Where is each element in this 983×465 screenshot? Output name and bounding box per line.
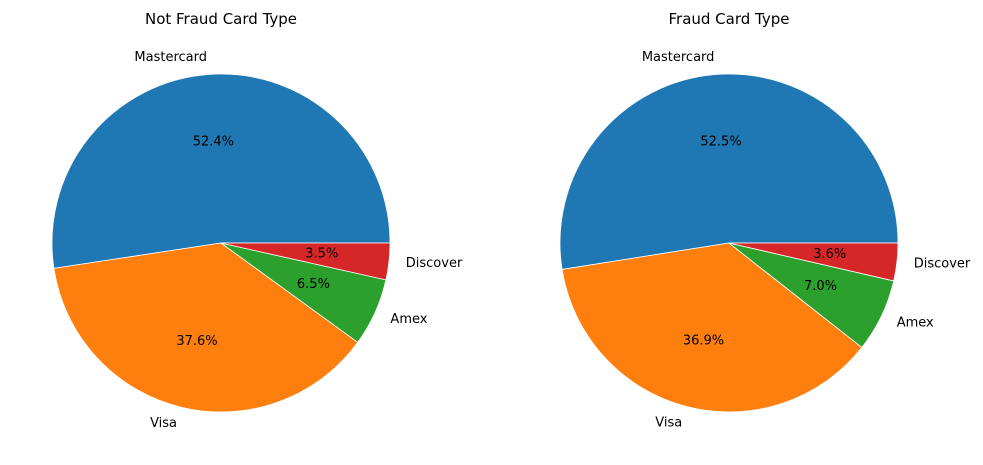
fraud-pie: Fraud Card Type Mastercard 52.5% Visa 36.9%… <box>559 10 971 430</box>
not-fraud-pie-title: Not Fraud Card Type <box>145 10 297 28</box>
not-fraud-discover-slice <box>220 242 391 281</box>
fraud-mastercard-label: Mastercard <box>642 50 715 65</box>
fraud-discover-label: Discover <box>914 256 971 271</box>
not-fraud-visa-slice <box>53 242 359 413</box>
not-fraud-visa-pct-label: 37.6% <box>176 334 217 349</box>
fraud-visa-label: Visa <box>655 415 682 430</box>
not-fraud-mastercard-slice <box>51 73 391 269</box>
not-fraud-visa-label: Visa <box>150 416 177 431</box>
fraud-visa-slice <box>561 242 863 413</box>
not-fraud-mastercard-pct-label: 52.4% <box>193 134 234 149</box>
fraud-amex-label: Amex <box>897 316 934 331</box>
fraud-amex-pct-label: 7.0% <box>804 279 837 294</box>
not-fraud-discover-label: Discover <box>406 256 463 271</box>
fraud-pie-title: Fraud Card Type <box>668 10 789 28</box>
fraud-discover-slice <box>728 242 899 282</box>
not-fraud-discover-pct-label: 3.5% <box>305 247 338 262</box>
fraud-mastercard-pct-label: 52.5% <box>700 134 741 149</box>
not-fraud-pie: Not Fraud Card Type Mastercard 52.4% Visa 3… <box>51 10 463 431</box>
fraud-mastercard-slice <box>559 73 899 270</box>
not-fraud-amex-pct-label: 6.5% <box>297 277 330 292</box>
fraud-discover-pct-label: 3.6% <box>813 247 846 262</box>
not-fraud-mastercard-label: Mastercard <box>134 50 207 65</box>
not-fraud-amex-label: Amex <box>390 312 427 327</box>
fraud-visa-pct-label: 36.9% <box>683 334 724 349</box>
